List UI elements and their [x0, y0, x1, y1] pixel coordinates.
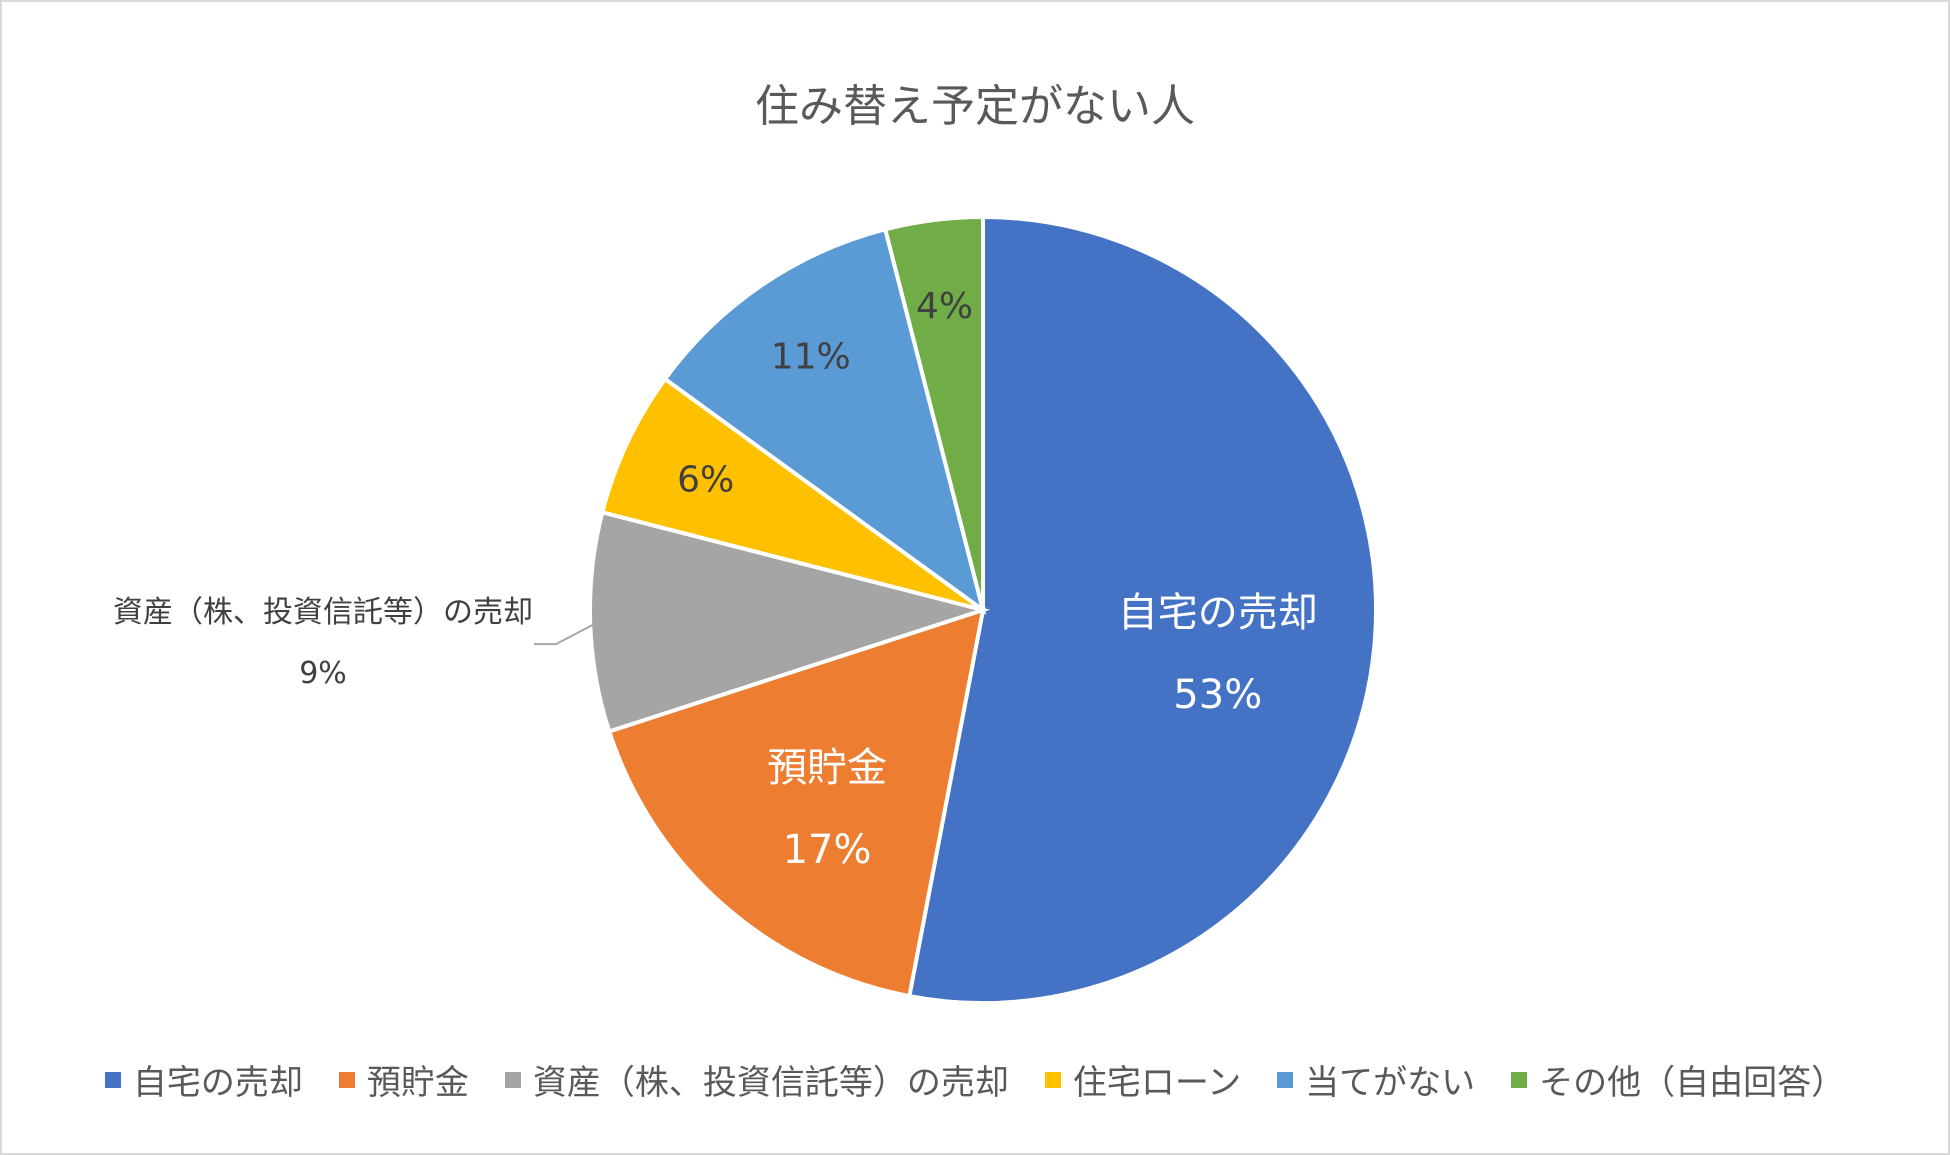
legend-label: 預貯金 [366, 1063, 469, 1103]
legend-label: 当てがない [1305, 1063, 1476, 1103]
slice-value-label: 53% [1173, 672, 1262, 718]
legend-swatch [338, 1071, 355, 1088]
legend-swatch [104, 1071, 121, 1088]
legend-swatch [1511, 1071, 1528, 1088]
slice-label: 預貯金 [767, 745, 887, 791]
slice-value-label: 11% [771, 336, 851, 377]
legend-label: 資産（株、投資信託等）の売却 [532, 1063, 1009, 1103]
legend-item: その他（自由回答） [1511, 1055, 1845, 1104]
legend-swatch [1277, 1071, 1294, 1088]
slice-value-label: 9% [299, 656, 347, 691]
legend-item: 預貯金 [338, 1055, 469, 1104]
legend-item: 自宅の売却 [104, 1055, 303, 1104]
legend-item: 当てがない [1277, 1055, 1475, 1104]
slice-value-label: 17% [783, 827, 872, 873]
slice-value-label: 4% [916, 286, 973, 327]
slice-label: 資産（株、投資信託等）の売却 [113, 595, 533, 630]
legend-swatch [1044, 1071, 1061, 1088]
legend-item: 住宅ローン [1044, 1055, 1242, 1104]
pie-slice [662, 226, 987, 615]
chart-title: 住み替え予定がない人 [755, 81, 1195, 132]
pie-slice [882, 214, 985, 611]
pie-slice [588, 509, 991, 734]
callout-line [534, 621, 599, 646]
pie-slice [599, 376, 985, 612]
legend: 自宅の売却 預貯金 資産（株、投資信託等）の売却 住宅ローン 当てがない その他（自由回答… [0, 1055, 1950, 1104]
pie-slice [606, 607, 986, 999]
legend-label: 自宅の売却 [132, 1063, 303, 1103]
legend-label: その他（自由回答） [1539, 1063, 1846, 1103]
legend-swatch [504, 1071, 521, 1088]
pie-slice [907, 214, 1378, 1005]
slice-label: 自宅の売却 [1118, 590, 1318, 636]
legend-item: 資産（株、投資信託等）の売却 [504, 1055, 1009, 1104]
legend-label: 住宅ローン [1072, 1063, 1242, 1103]
slice-value-label: 6% [677, 459, 734, 500]
